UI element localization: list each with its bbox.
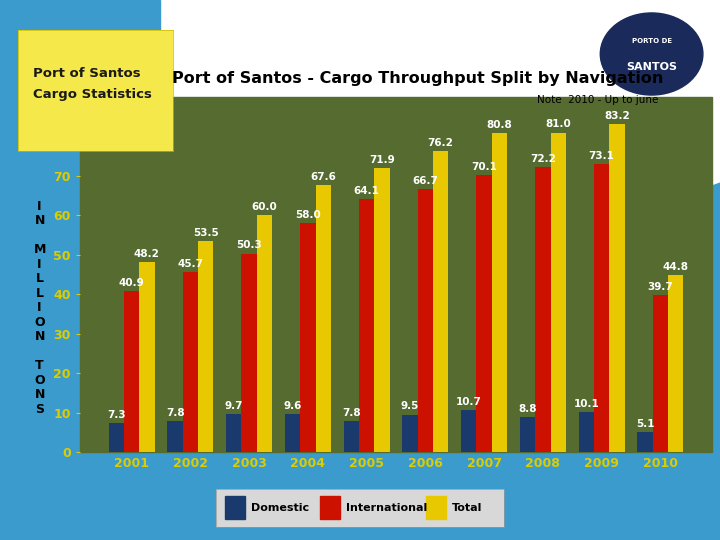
Text: Note  2010 - Up to june: Note 2010 - Up to june bbox=[537, 95, 659, 105]
Text: 80.8: 80.8 bbox=[487, 120, 512, 130]
Bar bbox=[315, 185, 330, 452]
Text: 66.7: 66.7 bbox=[413, 176, 438, 186]
Text: 7.3: 7.3 bbox=[107, 410, 126, 420]
Bar bbox=[579, 412, 594, 452]
Bar bbox=[300, 223, 315, 452]
Bar bbox=[285, 414, 300, 452]
Text: Total: Total bbox=[452, 503, 482, 512]
Text: SANTOS: SANTOS bbox=[626, 62, 677, 72]
Bar bbox=[225, 496, 245, 519]
Bar bbox=[520, 417, 535, 452]
Text: Port of Santos
Cargo Statistics: Port of Santos Cargo Statistics bbox=[33, 68, 153, 102]
Bar bbox=[637, 432, 653, 452]
Text: 5.1: 5.1 bbox=[636, 418, 654, 429]
Bar bbox=[320, 496, 340, 519]
Bar bbox=[0, 0, 160, 240]
Text: 45.7: 45.7 bbox=[177, 259, 203, 268]
Text: 81.0: 81.0 bbox=[545, 119, 571, 130]
Bar bbox=[418, 189, 433, 452]
Text: 7.8: 7.8 bbox=[166, 408, 184, 418]
Text: 73.1: 73.1 bbox=[589, 151, 615, 160]
Text: 9.5: 9.5 bbox=[401, 401, 419, 411]
Bar bbox=[0, 450, 720, 540]
Text: 50.3: 50.3 bbox=[236, 240, 262, 251]
Text: 72.2: 72.2 bbox=[530, 154, 556, 164]
Text: Domestic: Domestic bbox=[251, 503, 309, 512]
Bar bbox=[343, 421, 359, 452]
Bar bbox=[433, 151, 449, 452]
Bar bbox=[226, 414, 241, 452]
Bar bbox=[124, 291, 139, 452]
Bar bbox=[374, 168, 390, 452]
Text: 40.9: 40.9 bbox=[119, 278, 145, 287]
Text: 9.7: 9.7 bbox=[225, 401, 243, 410]
Text: 44.8: 44.8 bbox=[662, 262, 688, 272]
Bar bbox=[257, 215, 272, 452]
Text: Port of Santos - Cargo Throughput Split by Navigation: Port of Santos - Cargo Throughput Split … bbox=[172, 71, 663, 86]
Text: 76.2: 76.2 bbox=[428, 138, 454, 149]
Bar bbox=[653, 295, 668, 452]
Text: I
N

M
I
L
L
I
O
N

T
O
N
S: I N M I L L I O N T O N S bbox=[33, 200, 46, 416]
Text: PORTO DE: PORTO DE bbox=[631, 38, 672, 44]
Bar bbox=[183, 272, 198, 452]
Text: 60.0: 60.0 bbox=[251, 202, 277, 212]
Bar bbox=[594, 164, 609, 452]
Bar bbox=[477, 176, 492, 452]
Text: 70.1: 70.1 bbox=[471, 163, 497, 172]
Text: 10.1: 10.1 bbox=[573, 399, 599, 409]
Text: 83.2: 83.2 bbox=[604, 111, 630, 120]
Bar bbox=[462, 410, 477, 452]
Text: 53.5: 53.5 bbox=[193, 228, 219, 238]
Text: 67.6: 67.6 bbox=[310, 172, 336, 182]
Text: 48.2: 48.2 bbox=[134, 249, 160, 259]
Bar bbox=[551, 132, 566, 452]
Bar bbox=[359, 199, 374, 452]
Bar bbox=[241, 254, 257, 452]
Bar bbox=[402, 415, 418, 452]
Text: 71.9: 71.9 bbox=[369, 155, 395, 165]
Ellipse shape bbox=[600, 13, 703, 95]
Text: 10.7: 10.7 bbox=[456, 397, 482, 407]
Bar bbox=[535, 167, 551, 452]
Ellipse shape bbox=[50, 0, 720, 220]
Bar bbox=[80, 97, 712, 452]
Bar bbox=[668, 275, 683, 452]
Bar bbox=[426, 496, 446, 519]
Bar bbox=[139, 262, 155, 452]
Bar bbox=[109, 423, 124, 452]
Text: 39.7: 39.7 bbox=[647, 282, 673, 292]
Text: 58.0: 58.0 bbox=[295, 210, 320, 220]
Text: 8.8: 8.8 bbox=[518, 404, 537, 414]
Text: 7.8: 7.8 bbox=[342, 408, 361, 418]
Text: 64.1: 64.1 bbox=[354, 186, 379, 196]
Bar bbox=[609, 124, 624, 452]
Bar bbox=[492, 133, 507, 452]
Text: 9.6: 9.6 bbox=[284, 401, 302, 411]
Text: International: International bbox=[346, 503, 427, 512]
Bar bbox=[198, 241, 213, 452]
Bar bbox=[168, 421, 183, 452]
